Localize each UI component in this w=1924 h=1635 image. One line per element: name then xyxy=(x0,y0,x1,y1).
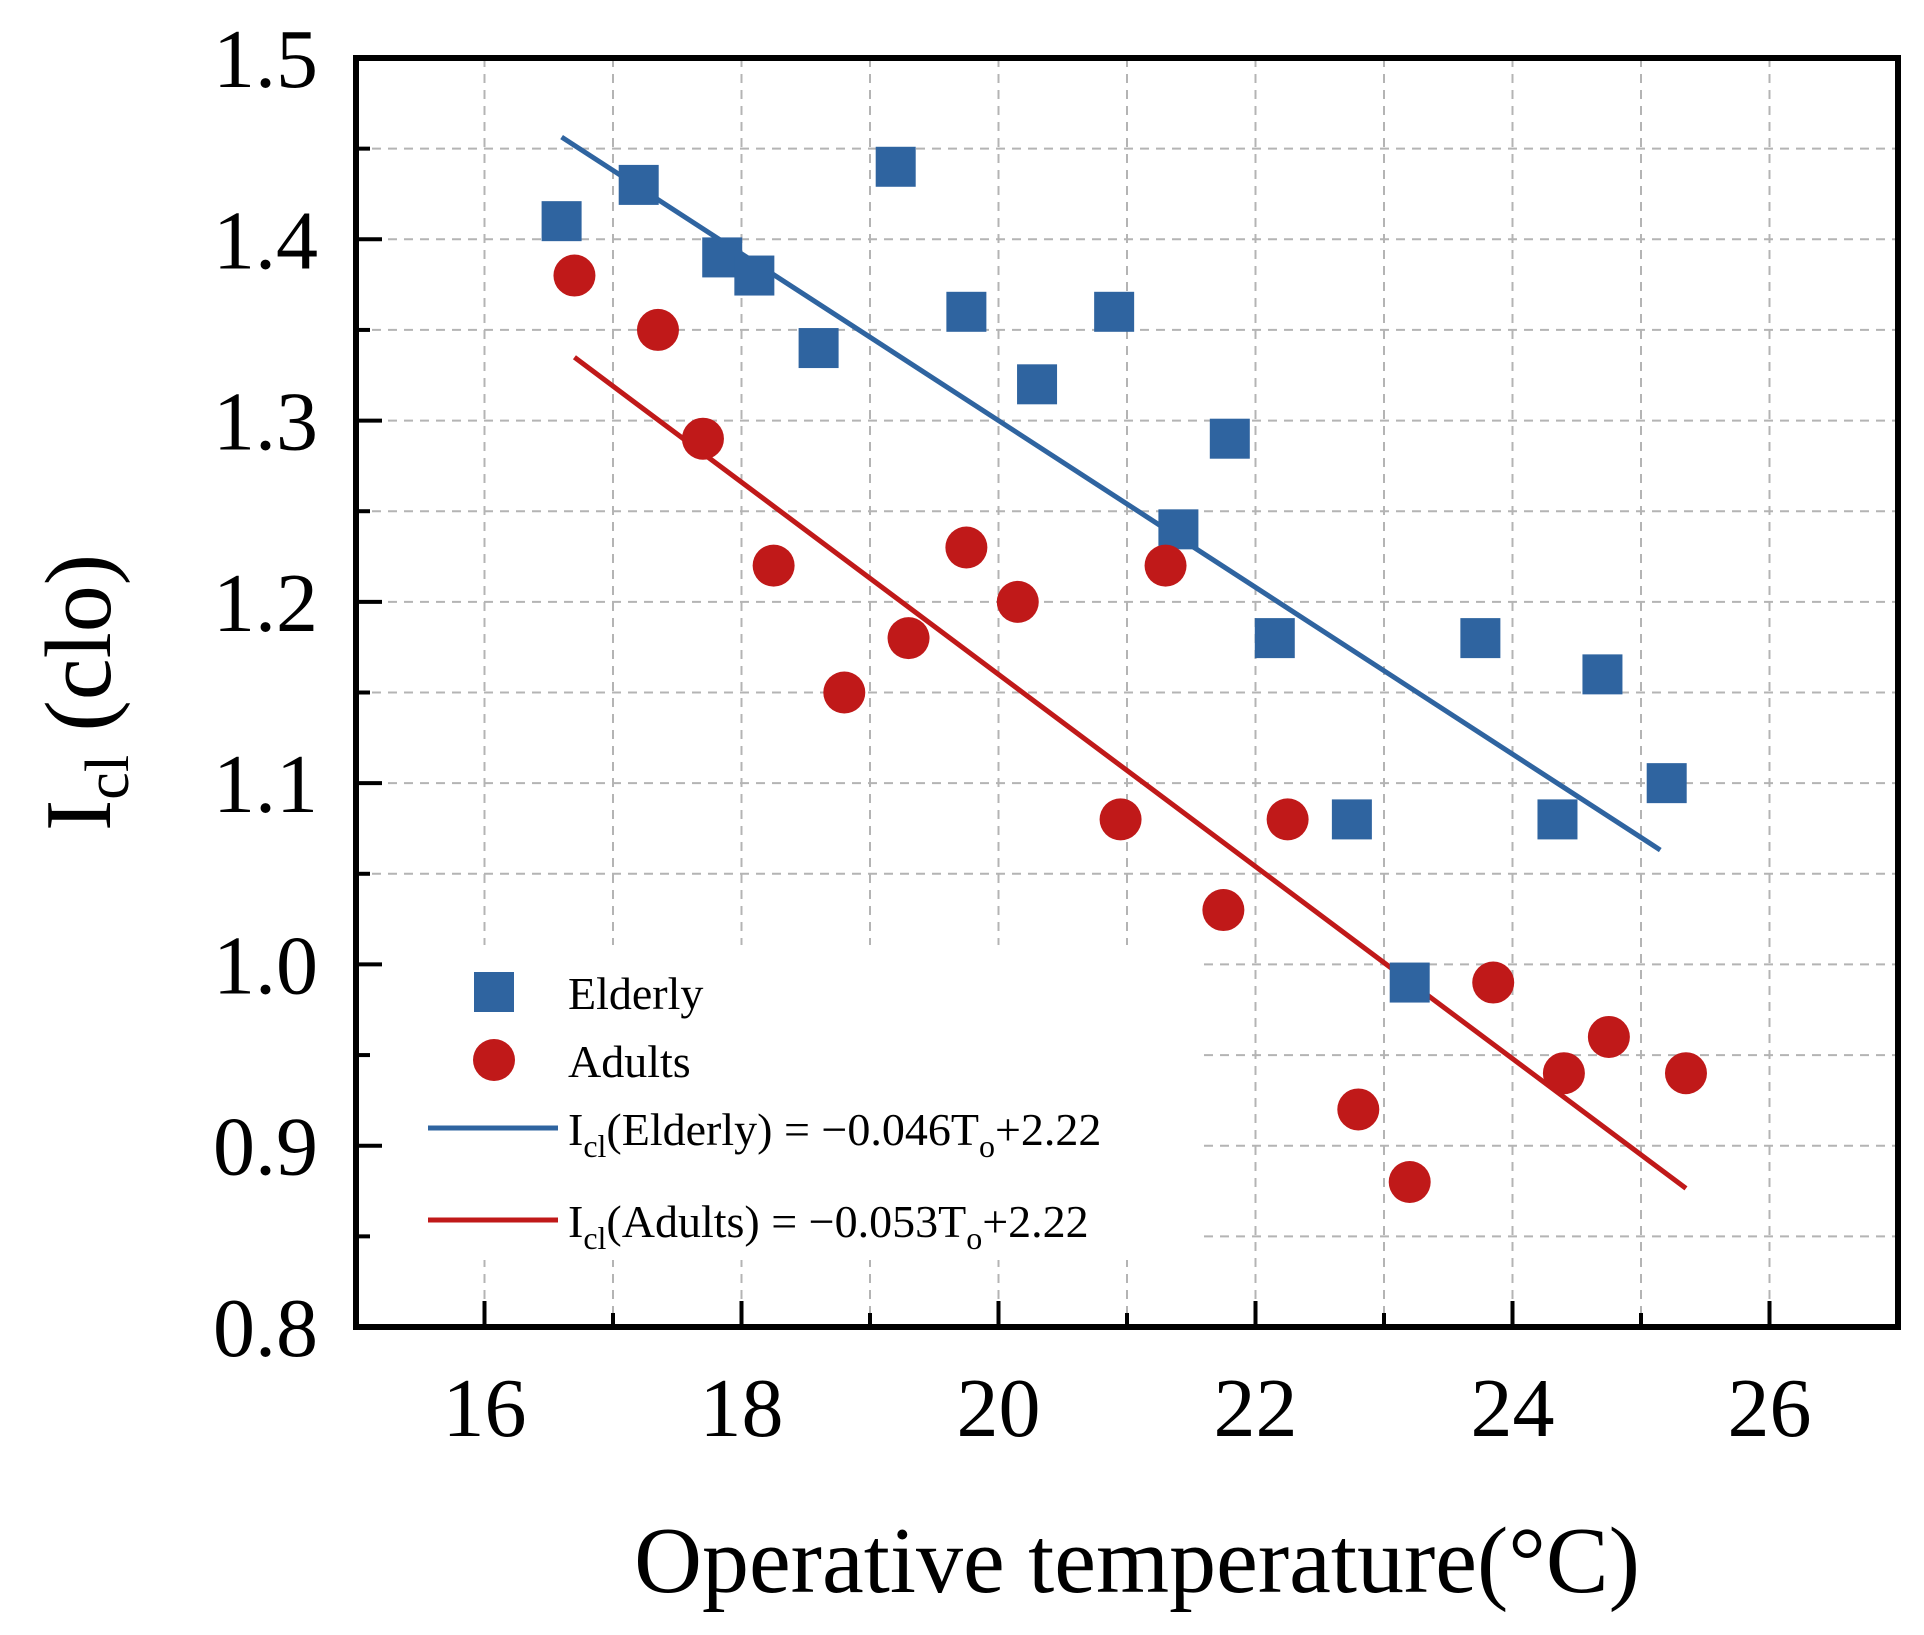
point-elderly xyxy=(1460,618,1501,659)
point-elderly xyxy=(1017,364,1058,405)
point-elderly xyxy=(1389,962,1430,1003)
point-adults xyxy=(553,254,596,297)
y-tick-label: 1.1 xyxy=(213,738,318,831)
point-elderly xyxy=(734,255,775,296)
x-tick-label: 22 xyxy=(1214,1362,1298,1455)
point-adults xyxy=(1337,1088,1380,1131)
point-adults xyxy=(1388,1160,1431,1203)
x-axis-title: Operative temperature(°C) xyxy=(634,1509,1640,1613)
point-elderly xyxy=(541,201,582,242)
point-elderly xyxy=(1582,654,1623,695)
y-tick-label: 1.0 xyxy=(213,919,318,1012)
data-points xyxy=(541,146,1707,1203)
legend-label-adults: Adults xyxy=(568,1036,691,1087)
point-adults xyxy=(887,617,930,660)
fit-line-adults xyxy=(572,355,1688,1191)
point-adults xyxy=(1472,961,1515,1004)
legend-equation-adults: Icl(Adults) = −0.053To+2.22 xyxy=(568,1196,1089,1256)
point-elderly xyxy=(1209,418,1250,459)
point-adults xyxy=(823,671,866,714)
tick-labels: 16 18 20 22 24 26 0.8 0.9 1.0 1.1 1.2 1.3 1.4 1.5 xyxy=(213,13,1812,1455)
point-adults xyxy=(752,544,795,587)
y-tick-label: 0.8 xyxy=(213,1282,318,1375)
legend-equation-elderly: Icl(Elderly) = −0.046To+2.22 xyxy=(568,1104,1101,1164)
x-tick-label: 20 xyxy=(957,1362,1041,1455)
point-elderly xyxy=(1158,509,1199,550)
y-tick-label: 0.9 xyxy=(213,1101,318,1194)
axis-ticks xyxy=(356,146,1772,1327)
legend-marker-elderly xyxy=(474,972,514,1012)
point-elderly xyxy=(1094,291,1135,332)
point-elderly xyxy=(946,291,987,332)
point-adults xyxy=(636,308,679,351)
legend-label-elderly: Elderly xyxy=(568,968,703,1019)
y-axis-title: Icl (clo) xyxy=(27,554,142,831)
point-adults xyxy=(1587,1015,1630,1058)
point-elderly xyxy=(875,146,916,187)
y-tick-label: 1.5 xyxy=(213,13,318,106)
point-adults xyxy=(996,580,1039,623)
x-tick-label: 16 xyxy=(443,1362,527,1455)
point-adults xyxy=(945,526,988,569)
point-adults xyxy=(1266,798,1309,841)
point-adults xyxy=(681,417,724,460)
point-adults xyxy=(1664,1052,1707,1095)
legend-marker-adults xyxy=(473,1039,515,1081)
point-elderly xyxy=(1537,799,1578,840)
y-tick-label: 1.4 xyxy=(213,194,318,287)
legend: Elderly Adults Icl(Elderly) = −0.046To+2… xyxy=(370,945,1200,1260)
point-elderly xyxy=(618,164,659,205)
y-tick-label: 1.2 xyxy=(213,557,318,650)
point-elderly xyxy=(1331,799,1372,840)
x-tick-label: 26 xyxy=(1728,1362,1812,1455)
grid xyxy=(356,58,1898,1327)
point-elderly xyxy=(1254,618,1295,659)
point-adults xyxy=(1144,544,1187,587)
x-tick-label: 18 xyxy=(700,1362,784,1455)
point-elderly xyxy=(1646,763,1687,804)
x-tick-label: 24 xyxy=(1471,1362,1555,1455)
y-tick-label: 1.3 xyxy=(213,376,318,469)
point-elderly xyxy=(798,328,839,369)
point-adults xyxy=(1542,1052,1585,1095)
point-adults xyxy=(1099,798,1142,841)
point-adults xyxy=(1202,889,1245,932)
